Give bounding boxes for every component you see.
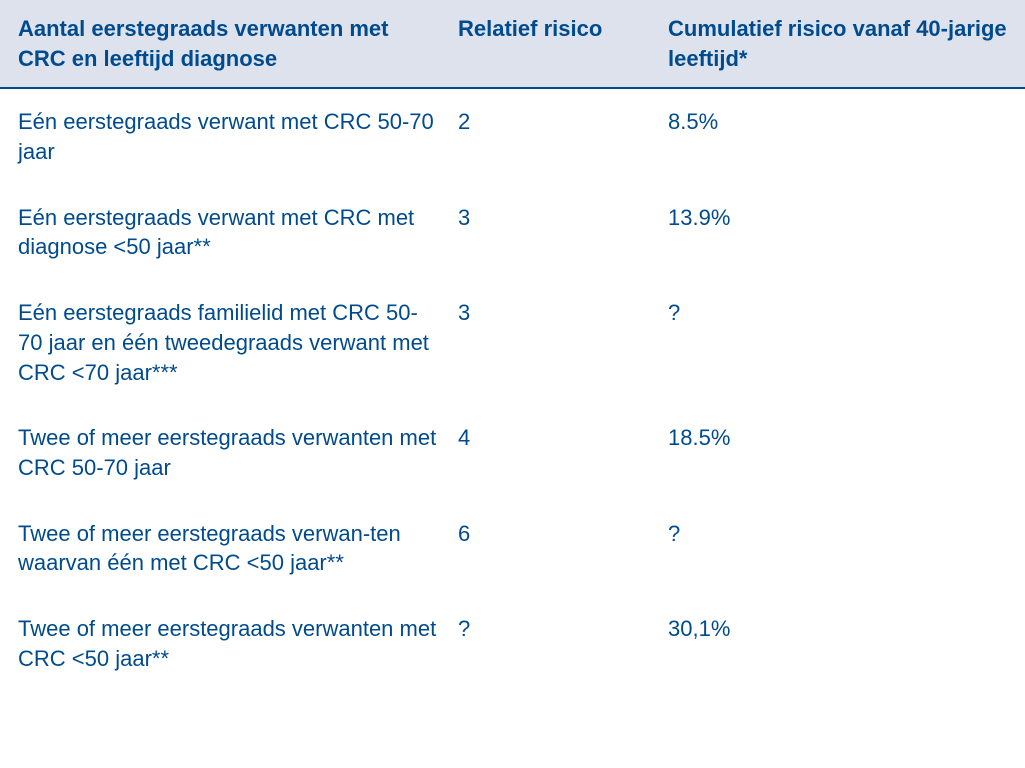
cell-value: Twee of meer eerstegraads verwanten met … [18,616,436,671]
cell-value: 6 [458,521,470,546]
header-label: Cumulatief risico vanaf 40-jarige leefti… [668,16,1007,71]
cell-value: 18.5% [668,425,730,450]
cell-cumulative-risk: 8.5% [668,107,1007,137]
cell-relatives: Twee of meer eerstegraads verwan-ten waa… [18,519,458,578]
table-row: Eén eerstegraads verwant met CRC met dia… [0,185,1025,280]
cell-relative-risk: 6 [458,519,668,549]
cell-value: ? [458,616,470,641]
cell-value: Eén eerstegraads verwant met CRC met dia… [18,205,414,260]
table-row: Twee of meer eerstegraads verwanten met … [0,405,1025,500]
cell-value: ? [668,521,680,546]
cell-cumulative-risk: 18.5% [668,423,1007,453]
cell-value: 30,1% [668,616,730,641]
cell-relatives: Twee of meer eerstegraads verwanten met … [18,614,458,673]
cell-value: 4 [458,425,470,450]
cell-value: Twee of meer eerstegraads verwan-ten waa… [18,521,401,576]
cell-relative-risk: 4 [458,423,668,453]
table-row: Twee of meer eerstegraads verwanten met … [0,596,1025,691]
header-label: Aantal eerstegraads verwanten met CRC en… [18,16,389,71]
cell-value: Twee of meer eerstegraads verwanten met … [18,425,436,480]
header-cell-relatives: Aantal eerstegraads verwanten met CRC en… [18,14,458,73]
cell-cumulative-risk: ? [668,519,1007,549]
risk-table: Aantal eerstegraads verwanten met CRC en… [0,0,1025,691]
cell-value: 3 [458,300,470,325]
cell-value: Eén eerstegraads familielid met CRC 50-7… [18,300,429,384]
cell-value: 8.5% [668,109,718,134]
header-cell-cumulative-risk: Cumulatief risico vanaf 40-jarige leefti… [668,14,1007,73]
cell-cumulative-risk: ? [668,298,1007,328]
cell-value: ? [668,300,680,325]
cell-value: 3 [458,205,470,230]
cell-relative-risk: 3 [458,298,668,328]
table-row: Eén eerstegraads familielid met CRC 50-7… [0,280,1025,405]
cell-value: 2 [458,109,470,134]
header-label: Relatief risico [458,16,602,41]
table-row: Eén eerstegraads verwant met CRC 50-70 j… [0,89,1025,184]
cell-relative-risk: 2 [458,107,668,137]
cell-value: Eén eerstegraads verwant met CRC 50-70 j… [18,109,434,164]
cell-relative-risk: 3 [458,203,668,233]
cell-relative-risk: ? [458,614,668,644]
cell-relatives: Twee of meer eerstegraads verwanten met … [18,423,458,482]
cell-relatives: Eén eerstegraads verwant met CRC 50-70 j… [18,107,458,166]
table-header-row: Aantal eerstegraads verwanten met CRC en… [0,0,1025,89]
table-row: Twee of meer eerstegraads verwan-ten waa… [0,501,1025,596]
cell-relatives: Eén eerstegraads familielid met CRC 50-7… [18,298,458,387]
cell-relatives: Eén eerstegraads verwant met CRC met dia… [18,203,458,262]
cell-cumulative-risk: 13.9% [668,203,1007,233]
cell-cumulative-risk: 30,1% [668,614,1007,644]
cell-value: 13.9% [668,205,730,230]
header-cell-relative-risk: Relatief risico [458,14,668,73]
